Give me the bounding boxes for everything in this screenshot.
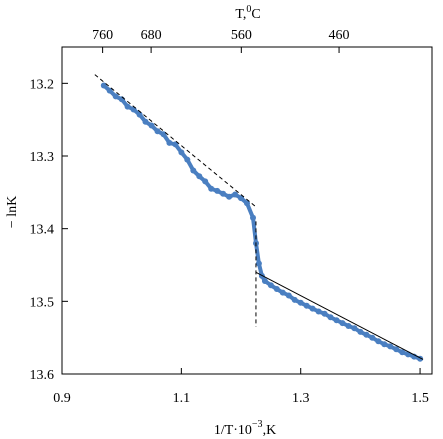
data-point: [321, 310, 328, 317]
data-point: [273, 286, 280, 292]
data-point: [250, 214, 256, 221]
data-point: [184, 156, 191, 163]
data-point: [327, 314, 334, 321]
data-point: [255, 260, 262, 267]
data-point: [100, 82, 107, 89]
left-axis: 13.2 13.3 13.4 13.5 13.6: [30, 77, 68, 383]
data-point: [291, 296, 298, 303]
plot-area-frame: [61, 46, 433, 375]
data-point: [309, 305, 316, 312]
y-tick-label: 13.2: [30, 77, 55, 92]
data-point: [154, 128, 161, 135]
fit-line: [255, 271, 424, 360]
top-axis: 760680560460360: [92, 28, 350, 53]
data-point: [393, 346, 400, 353]
data-point: [315, 308, 322, 315]
data-point: [333, 317, 340, 324]
data-point: [387, 343, 394, 350]
data-point: [345, 323, 352, 329]
data-point: [106, 87, 113, 94]
data-point: [351, 325, 358, 332]
data-point: [130, 106, 137, 113]
data-point: [202, 178, 209, 185]
data-point: [279, 289, 286, 296]
data-point: [232, 191, 239, 198]
data-point: [244, 200, 250, 207]
data-point: [196, 173, 203, 180]
x-tick-label: 1.3: [292, 391, 310, 406]
data-point: [285, 292, 292, 299]
data-point: [124, 103, 131, 110]
data-point: [172, 141, 179, 148]
data-point: [214, 187, 221, 194]
data-point: [166, 139, 173, 146]
data-point: [369, 334, 376, 341]
data-series: [100, 82, 424, 362]
y-tick-label: 13.4: [30, 223, 55, 238]
data-point: [381, 341, 388, 348]
data-point: [208, 185, 215, 192]
data-point: [148, 122, 155, 129]
data-point: [142, 118, 149, 125]
data-point: [190, 167, 197, 174]
data-point: [357, 328, 364, 335]
y-tick-label: 13.3: [30, 150, 55, 165]
data-point: [238, 195, 244, 202]
y-axis-title: − lnK: [5, 196, 20, 228]
x-axis-title: 1/T·10−3,K: [214, 419, 276, 438]
data-point: [178, 149, 185, 156]
data-point: [297, 299, 304, 306]
data-point: [339, 320, 346, 327]
data-point: [261, 278, 268, 284]
y-tick-label: 13.6: [30, 368, 55, 383]
data-point: [220, 190, 227, 197]
data-point: [112, 93, 119, 100]
y-tick-label: 13.5: [30, 295, 55, 310]
data-point: [363, 331, 370, 338]
top-axis-title: T,0C: [235, 4, 260, 22]
x-tick-label: 0.9: [53, 391, 71, 406]
data-point: [399, 349, 406, 356]
top-tick-label: 760: [92, 28, 113, 43]
top-tick-label: 560: [231, 28, 252, 43]
fit-line: [94, 74, 257, 208]
top-tick-label: 460: [329, 28, 350, 43]
top-tick-label: 680: [141, 28, 162, 43]
data-point: [226, 193, 233, 200]
x-tick-label: 1.5: [411, 391, 429, 406]
bottom-axis: 0.9 1.1 1.3 1.5: [53, 368, 429, 406]
fit-lines: [94, 74, 424, 360]
data-point: [375, 338, 382, 345]
data-point: [267, 282, 274, 289]
data-point: [136, 111, 143, 118]
data-point: [303, 302, 310, 309]
x-tick-label: 1.1: [173, 391, 191, 406]
